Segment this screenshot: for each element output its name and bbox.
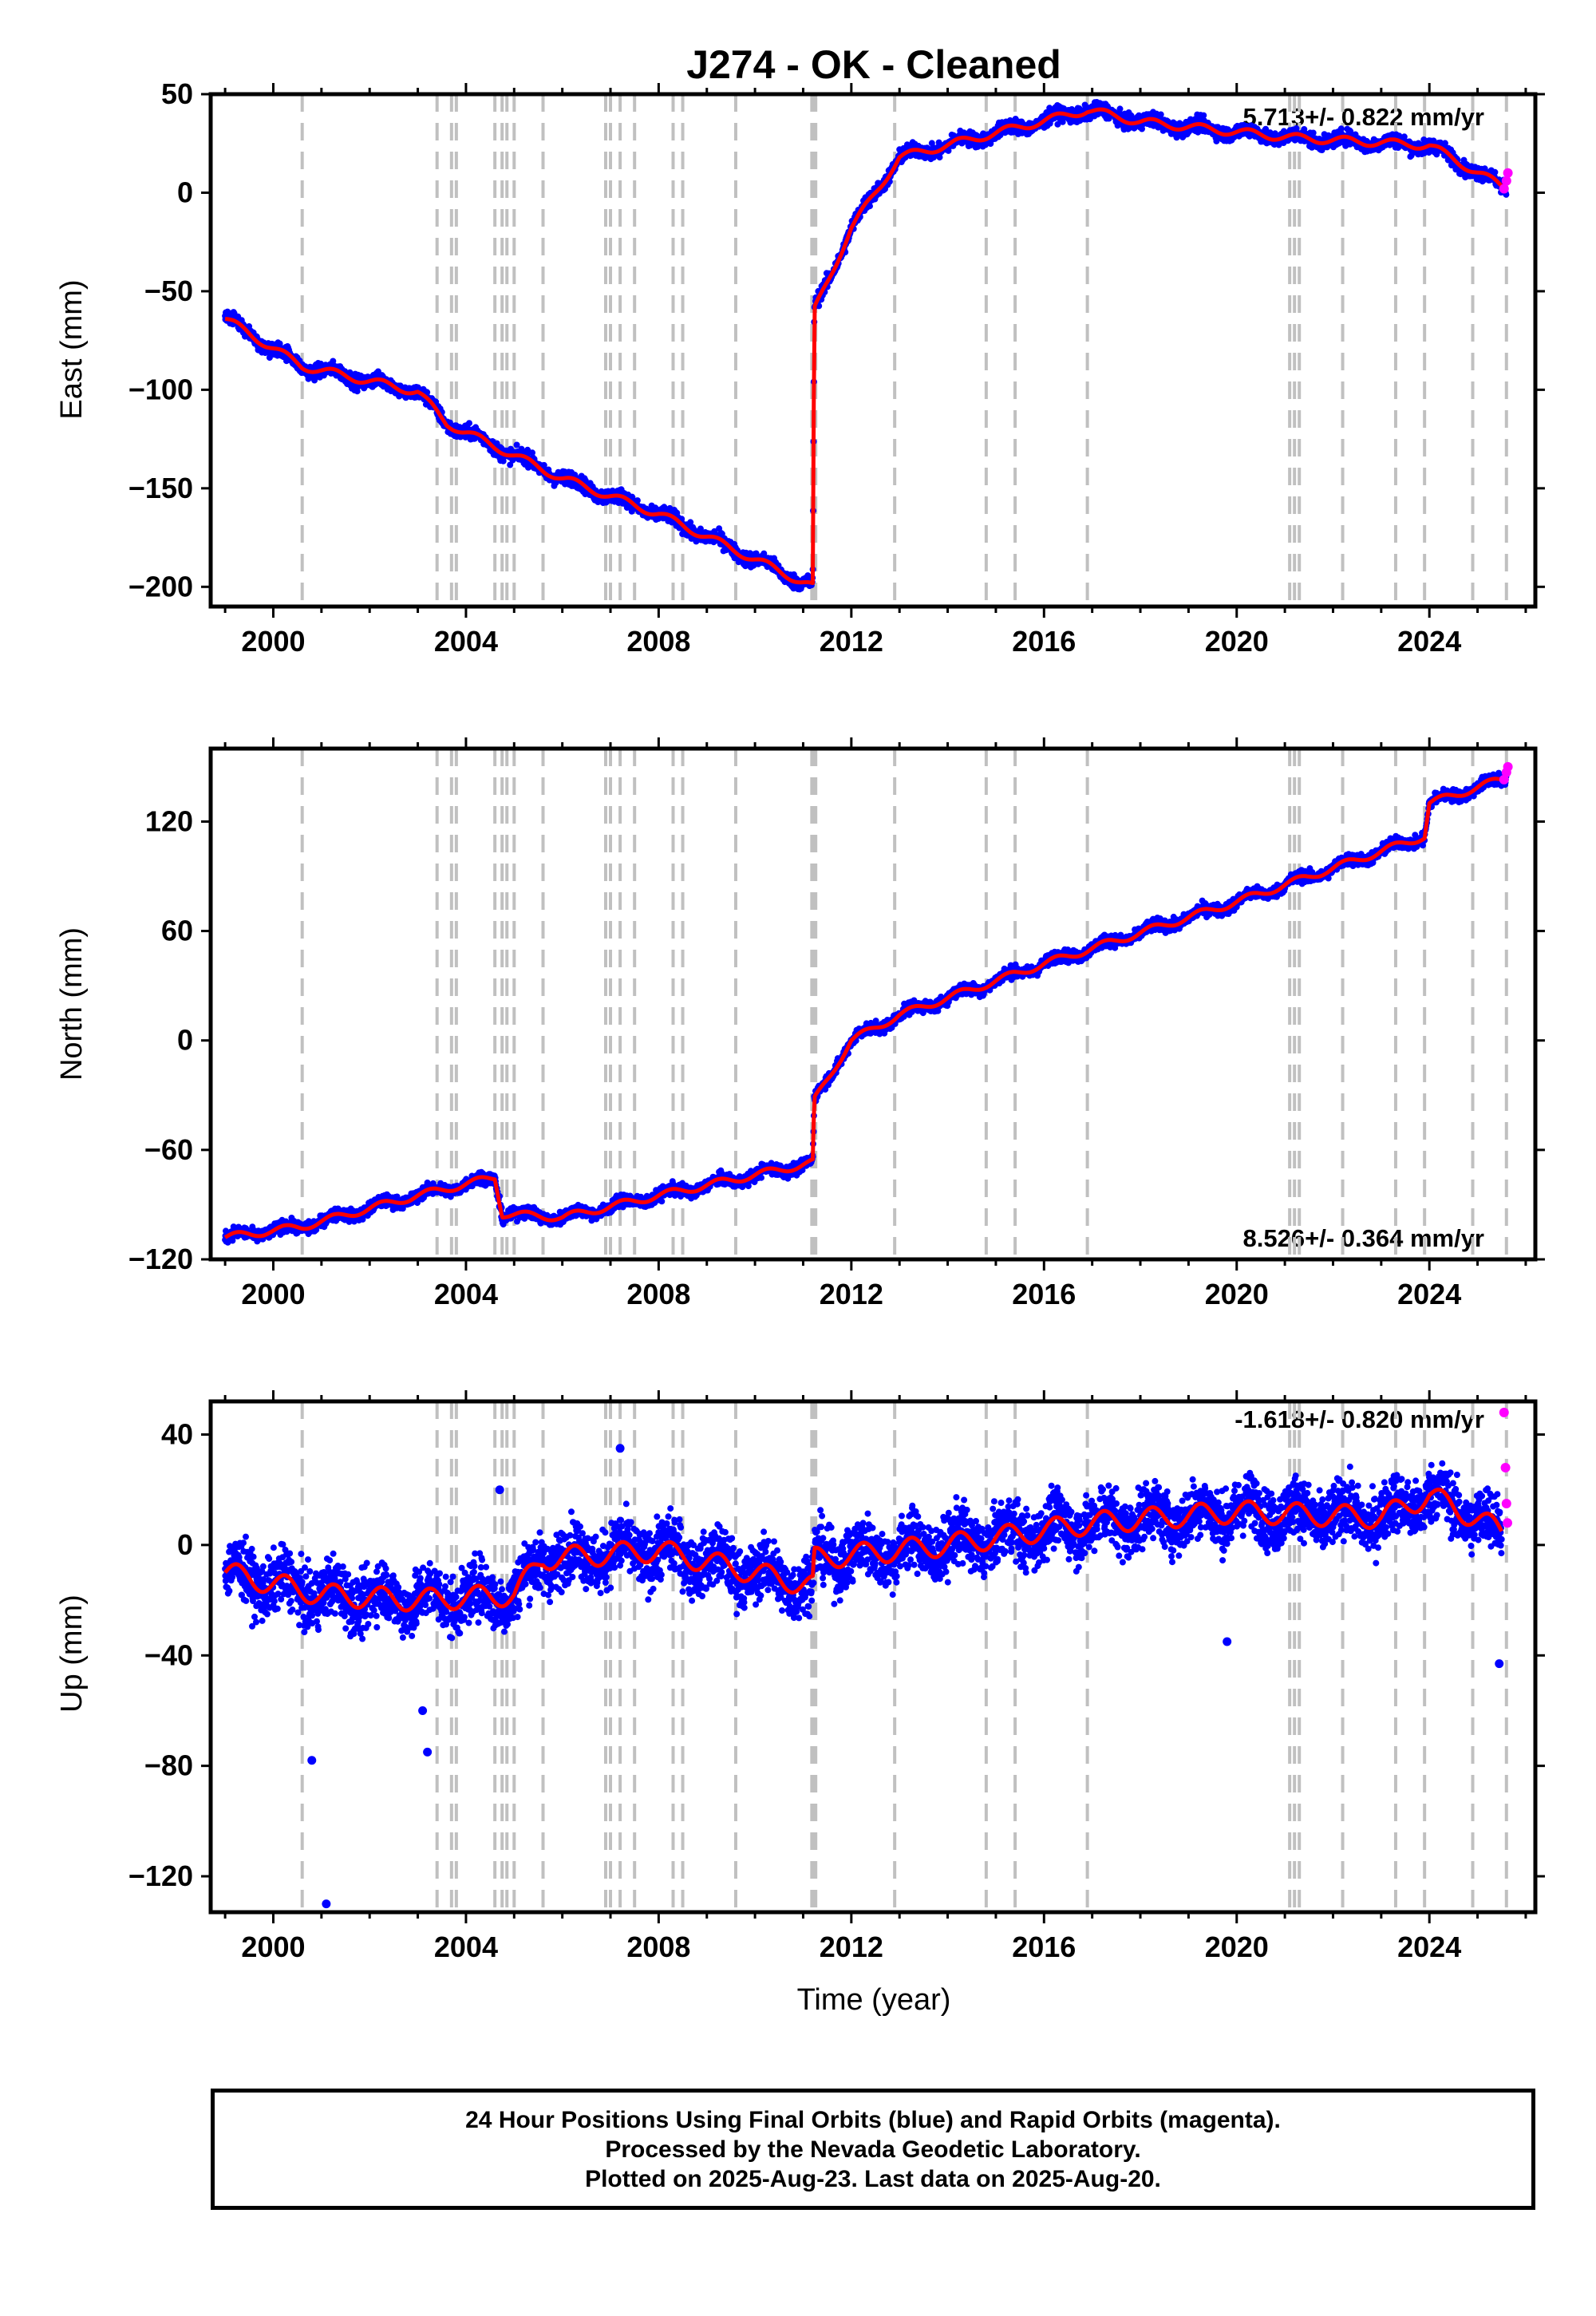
up-x-tick-label-1: 2004 [434, 1931, 498, 1963]
footer-box: 24 Hour Positions Using Final Orbits (bl… [211, 2089, 1535, 2210]
up-x-tick-label-3: 2012 [820, 1931, 883, 1963]
east-rapid-orbit-point-2 [1503, 168, 1513, 178]
east-y-label: East (mm) [55, 279, 89, 419]
chart-title: J274 - OK - Cleaned [686, 42, 1061, 87]
up-outlier-point-7 [1495, 1659, 1504, 1669]
north-x-tick-label-0: 2000 [241, 1278, 305, 1310]
east-y-tick-label-4: −150 [128, 472, 193, 504]
up-y-tick-label-1: 0 [177, 1528, 193, 1561]
north-x-tick-label-6: 2024 [1397, 1278, 1461, 1310]
footer-line-orbits: 24 Hour Positions Using Final Orbits (bl… [465, 2106, 1281, 2133]
north-model-line [223, 777, 1508, 1239]
north-x-tick-label-5: 2020 [1205, 1278, 1269, 1310]
north-y-tick-label-2: 0 [177, 1024, 193, 1057]
east-plot-area [222, 94, 1513, 607]
up-outlier-point-4 [495, 1485, 504, 1495]
up-x-tick-label-2: 2008 [626, 1931, 690, 1963]
up-outlier-point-3 [423, 1747, 433, 1757]
north-y-tick-label-4: −120 [128, 1243, 193, 1275]
up-model-line [223, 1488, 1503, 1613]
footer-line-dates: Plotted on 2025-Aug-23. Last data on 202… [585, 2165, 1161, 2192]
up-y-tick-label-2: −40 [144, 1638, 193, 1671]
north-y-tick-label-3: −60 [144, 1133, 193, 1166]
east-axes-frame [208, 92, 1538, 609]
up-panel: Up (mm) -1.618+/- 0.820 mm/yr Time (year… [55, 1390, 1545, 2017]
up-x-tick-label-5: 2020 [1205, 1931, 1269, 1963]
north-y-tick-label-1: 60 [161, 915, 193, 947]
up-y-label: Up (mm) [55, 1595, 89, 1713]
east-x-tick-label-1: 2004 [434, 625, 498, 658]
east-x-tick-label-5: 2020 [1205, 625, 1269, 658]
north-panel: North (mm) 8.526+/- 0.364 mm/yr 120 60 0 −6… [55, 737, 1545, 1310]
east-x-tick-label-3: 2012 [820, 625, 883, 658]
up-y-tick-label-0: 40 [161, 1418, 193, 1451]
east-y-tick-label-0: 50 [161, 77, 193, 110]
east-x-tick-label-6: 2024 [1397, 625, 1461, 658]
up-rapid-orbit-point-3 [1502, 1518, 1512, 1528]
up-y-tick-label-3: −80 [144, 1749, 193, 1782]
east-x-tick-label-2: 2008 [626, 625, 690, 658]
up-outlier-point-2 [418, 1705, 428, 1715]
up-rate-label: -1.618+/- 0.820 mm/yr [1235, 1405, 1484, 1433]
north-x-tick-label-1: 2004 [434, 1278, 498, 1310]
north-y-tick-label-0: 120 [145, 804, 193, 837]
up-x-tick-label-0: 2000 [241, 1931, 305, 1963]
east-rapid-orbit-point-1 [1501, 176, 1511, 186]
footer-line-processed: Processed by the Nevada Geodetic Laborat… [605, 2136, 1141, 2163]
east-model-line [223, 107, 1508, 586]
time-x-label: Time (year) [797, 1983, 951, 2017]
north-x-tick-label-2: 2008 [626, 1278, 690, 1310]
up-axes-frame [208, 1399, 1538, 1915]
east-rapid-orbit-point-0 [1499, 184, 1509, 194]
up-x-tick-label-4: 2016 [1012, 1931, 1076, 1963]
north-rapid-orbit-point-0 [1499, 774, 1509, 785]
up-outlier-point-0 [307, 1756, 317, 1765]
east-y-tick-label-1: 0 [177, 176, 193, 208]
north-plot-area [222, 749, 1513, 1259]
east-x-tick-label-4: 2016 [1012, 625, 1076, 658]
up-final-orbits-points [222, 1460, 1505, 1642]
east-panel: East (mm) 5.713+/- 0.822 mm/yr 50 0 −50 −10… [55, 77, 1545, 658]
north-rate-label: 8.526+/- 0.364 mm/yr [1243, 1224, 1484, 1252]
north-y-label: North (mm) [55, 927, 89, 1081]
east-y-tick-label-5: −200 [128, 570, 193, 603]
up-outlier-point-6 [1223, 1637, 1232, 1646]
up-plot-area [222, 1401, 1512, 1912]
up-rapid-orbit-point-2 [1501, 1499, 1511, 1508]
up-rapid-orbit-point-0 [1499, 1407, 1509, 1417]
north-axes-frame [208, 746, 1538, 1262]
east-rate-label: 5.713+/- 0.822 mm/yr [1243, 103, 1484, 131]
up-outlier-point-1 [322, 1899, 331, 1909]
east-y-tick-label-2: −50 [144, 275, 193, 307]
up-y-tick-label-4: −120 [128, 1860, 193, 1892]
up-rapid-orbit-point-1 [1500, 1463, 1511, 1473]
up-outlier-point-5 [615, 1444, 625, 1453]
up-x-tick-label-6: 2024 [1397, 1931, 1461, 1963]
east-y-tick-label-3: −100 [128, 373, 193, 405]
east-final-orbits-points [222, 99, 1510, 593]
north-rapid-orbit-point-2 [1503, 761, 1513, 772]
north-x-tick-label-3: 2012 [820, 1278, 883, 1310]
north-x-tick-label-4: 2016 [1012, 1278, 1076, 1310]
north-final-orbits-points [222, 769, 1510, 1246]
east-x-tick-label-0: 2000 [241, 625, 305, 658]
